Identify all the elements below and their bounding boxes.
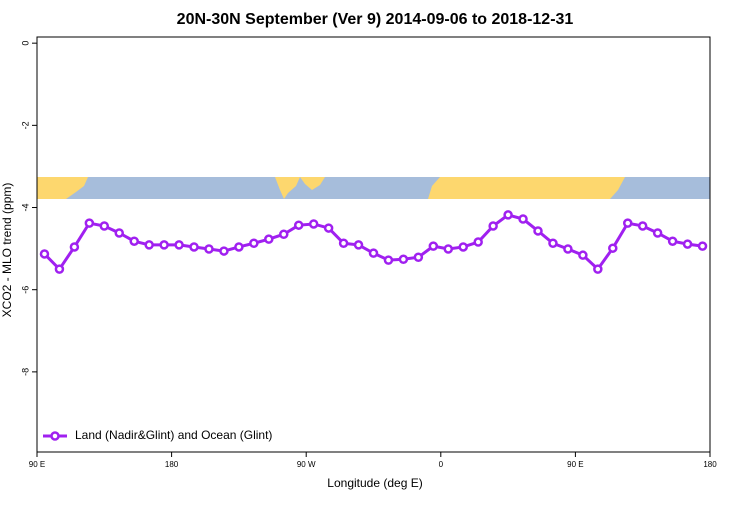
data-point: [189, 242, 199, 252]
data-point: [398, 254, 409, 265]
legend-label: Land (Nadir&Glint) and Ocean (Glint): [75, 428, 272, 442]
y-tick-label: 0: [20, 41, 30, 46]
data-point: [84, 218, 95, 228]
data-point: [99, 221, 110, 231]
land: [300, 177, 325, 190]
data-point: [54, 264, 65, 274]
data-point: [518, 214, 528, 224]
plot-frame: [36, 36, 711, 453]
data-point: [652, 228, 663, 238]
data-point: [503, 210, 513, 220]
land: [275, 177, 300, 199]
data-point: [622, 218, 633, 228]
data-point: [353, 240, 364, 250]
data-point: [697, 241, 708, 251]
data-point: [39, 249, 50, 259]
data-point: [593, 264, 603, 274]
data-point: [159, 240, 169, 250]
data-point: [338, 238, 349, 249]
land: [428, 177, 625, 199]
data-point: [443, 244, 454, 254]
data-point: [473, 237, 483, 247]
data-point: [114, 228, 125, 238]
data-point: [174, 240, 184, 250]
x-axis-label: Longitude (deg E): [327, 476, 422, 490]
legend-marker: [50, 431, 60, 441]
data-point: [279, 229, 289, 239]
data-point: [548, 238, 558, 249]
data-point: [69, 242, 80, 252]
data-point: [368, 248, 379, 258]
x-tick-label: 0: [439, 460, 444, 469]
data-point: [533, 226, 543, 236]
data-point: [488, 221, 498, 231]
data-point: [413, 252, 424, 262]
data-point: [234, 242, 244, 252]
land: [37, 177, 88, 199]
map-strip: [37, 177, 710, 199]
data-point: [563, 244, 573, 254]
data-point: [383, 255, 394, 265]
x-tick-label: 90 W: [297, 460, 316, 469]
data-point: [219, 246, 229, 256]
data-point: [458, 242, 468, 252]
data-point: [204, 244, 214, 254]
x-tick-label: 90 E: [29, 460, 45, 469]
x-tick-label: 90 E: [567, 460, 583, 469]
data-point: [129, 236, 139, 246]
data-point: [293, 220, 304, 230]
y-tick-label: -4: [20, 204, 30, 212]
data-point: [308, 219, 319, 229]
data-point: [144, 240, 154, 250]
chart-title: 20N-30N September (Ver 9) 2014-09-06 to …: [177, 11, 574, 28]
data-point: [637, 221, 648, 231]
y-tick-label: -2: [20, 121, 30, 129]
data-point: [428, 241, 439, 251]
data-point: [667, 236, 678, 246]
data-point: [608, 243, 618, 253]
y-tick-label: -8: [20, 368, 30, 376]
x-tick-label: 180: [703, 460, 717, 469]
data-point: [323, 223, 334, 233]
y-axis-label: XCO2 - MLO trend (ppm): [0, 183, 14, 318]
x-tick-label: 180: [165, 460, 179, 469]
data-point: [578, 250, 588, 260]
data-point: [264, 234, 274, 244]
data-point: [249, 238, 259, 249]
data-point: [682, 239, 693, 249]
y-tick-label: -6: [20, 286, 30, 294]
